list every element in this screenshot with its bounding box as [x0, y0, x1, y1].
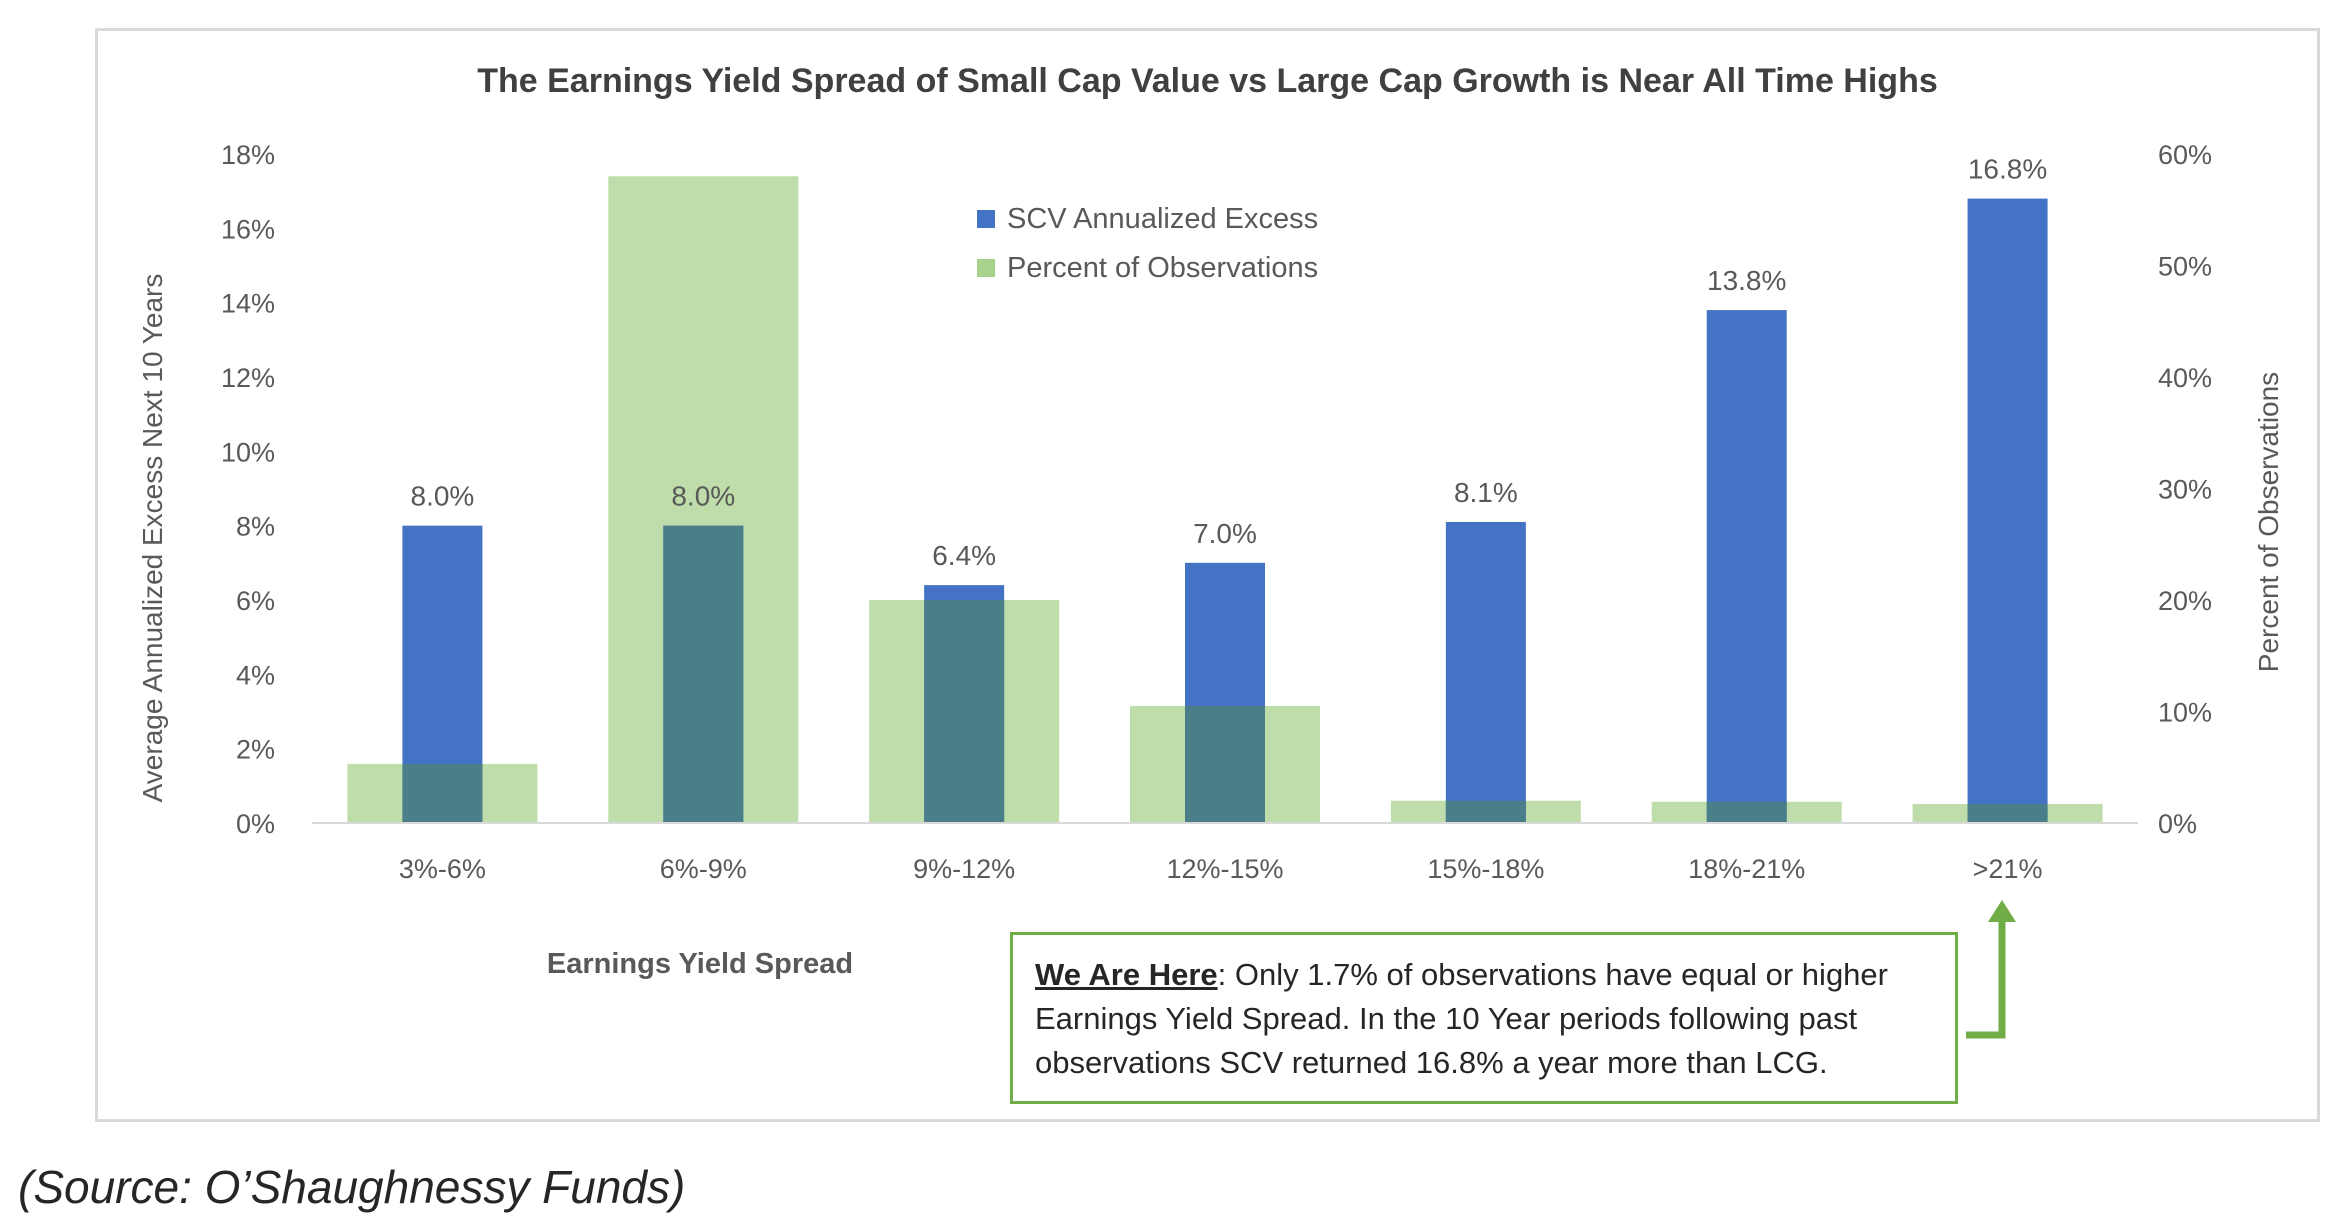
bar-overlap: [1706, 801, 1787, 823]
callout-heading: We Are Here: [1035, 957, 1218, 992]
bar-scv-annualized-excess: [1445, 521, 1526, 823]
y2-tick-label: 0%: [2158, 809, 2197, 839]
source-note: (Source: O’Shaughnessy Funds): [18, 1161, 686, 1213]
y-tick-label: 8%: [236, 512, 275, 542]
y-tick-label: 0%: [236, 809, 275, 839]
bar-scv-annualized-excess: [1967, 198, 2048, 824]
y2-tick-label: 10%: [2158, 698, 2212, 728]
y-tick-label: 10%: [221, 437, 275, 467]
y-tick-label: 16%: [221, 214, 275, 244]
bar-overlap: [1445, 800, 1526, 823]
data-label: 8.1%: [1454, 477, 1518, 508]
bar-overlap: [1967, 804, 2048, 823]
y-tick-label: 18%: [221, 140, 275, 170]
callout-box: We Are Here: Only 1.7% of observations h…: [1010, 932, 1958, 1104]
bar-overlap: [924, 600, 1005, 823]
x-tick-label: >21%: [1973, 854, 2043, 884]
legend-label: Percent of Observations: [1007, 252, 1318, 284]
data-label: 8.0%: [671, 481, 735, 512]
data-label: 8.0%: [411, 481, 475, 512]
y2-tick-label: 60%: [2158, 140, 2212, 170]
y2-tick-label: 20%: [2158, 586, 2212, 616]
bar-overlap: [1185, 705, 1265, 823]
y-tick-label: 2%: [236, 735, 275, 765]
data-label: 6.4%: [932, 540, 996, 571]
callout-text: : Only 1.7% of observations have equal o…: [1035, 957, 1888, 1080]
legend-swatch-scv: [977, 210, 995, 228]
y-tick-label: 12%: [221, 363, 275, 393]
y-axis-title: Average Annualized Excess Next 10 Years: [137, 274, 168, 803]
x-tick-label: 3%-6%: [399, 854, 486, 884]
y2-tick-label: 50%: [2158, 252, 2212, 282]
legend-label: SCV Annualized Excess: [1007, 203, 1318, 235]
legend-swatch-observations: [977, 259, 995, 277]
y-tick-label: 6%: [236, 586, 275, 616]
data-label: 7.0%: [1193, 518, 1257, 549]
y2-tick-label: 40%: [2158, 363, 2212, 393]
x-axis-title: Earnings Yield Spread: [546, 948, 854, 980]
x-tick-label: 12%-15%: [1166, 854, 1283, 884]
x-tick-label: 9%-12%: [913, 854, 1015, 884]
bar-scv-annualized-excess: [1706, 310, 1787, 824]
data-label: 13.8%: [1707, 265, 1786, 296]
x-tick-label: 6%-9%: [660, 854, 747, 884]
y-tick-label: 4%: [236, 660, 275, 690]
y2-tick-label: 30%: [2158, 475, 2212, 505]
y2-axis-title: Percent of Observations: [2253, 372, 2284, 672]
x-tick-label: 15%-18%: [1427, 854, 1544, 884]
y-tick-label: 14%: [221, 289, 275, 319]
bar-overlap: [402, 763, 483, 823]
chart-title: The Earnings Yield Spread of Small Cap V…: [477, 62, 1938, 100]
data-label: 16.8%: [1968, 154, 2047, 185]
x-tick-label: 18%-21%: [1688, 854, 1805, 884]
bar-overlap: [663, 525, 744, 823]
